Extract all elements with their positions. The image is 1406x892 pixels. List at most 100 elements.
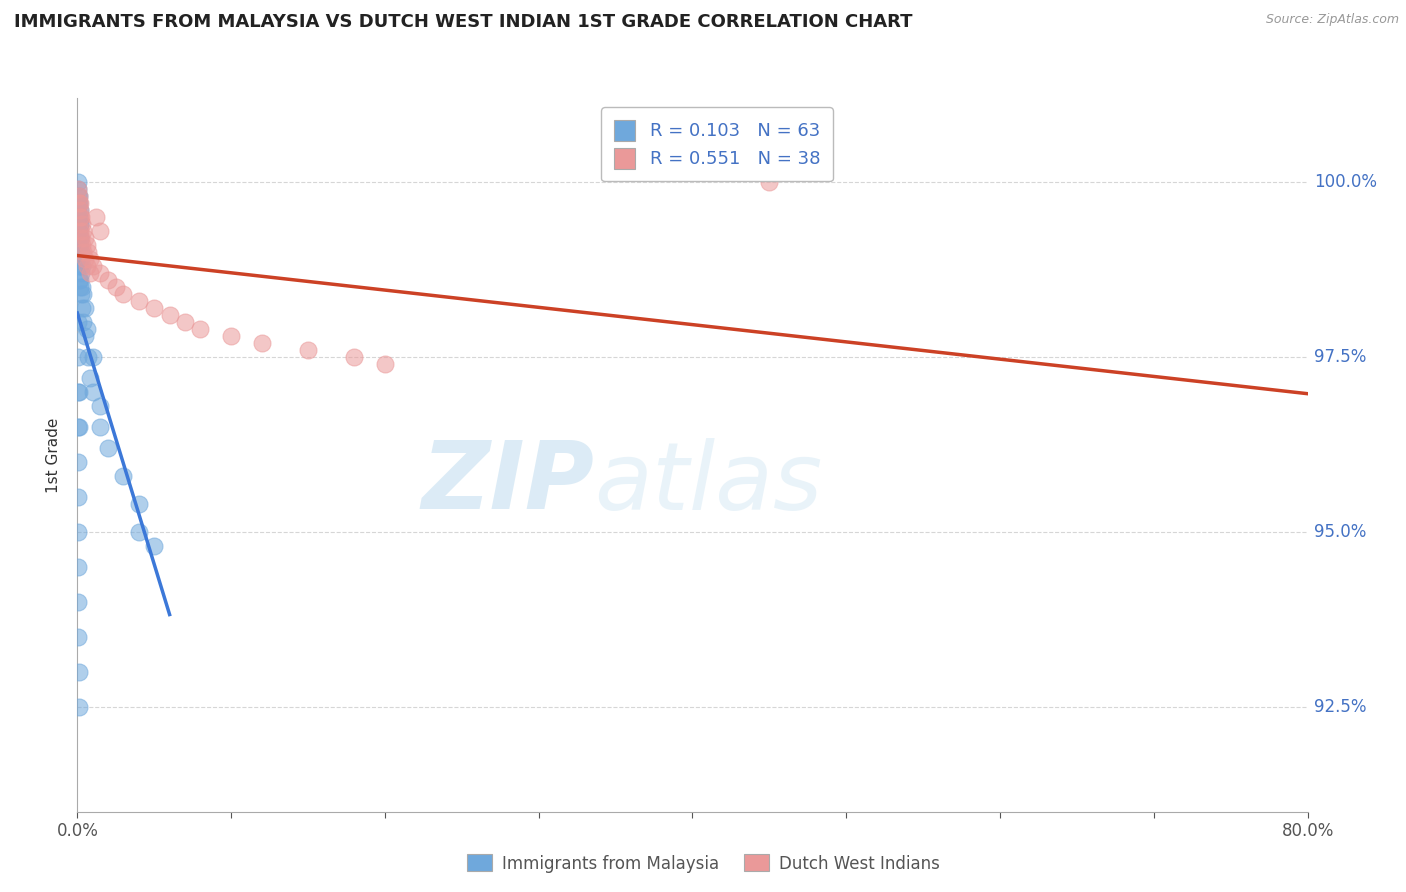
Point: [67, 224, 90, 238]
Point: [72, 245, 94, 260]
Point: [343, 350, 366, 364]
Point: [73, 252, 96, 266]
Point: [69, 238, 91, 252]
Point: [70, 238, 93, 252]
Point: [72, 287, 94, 301]
Point: [104, 280, 127, 294]
Legend: R = 0.103   N = 63, R = 0.551   N = 38: R = 0.103 N = 63, R = 0.551 N = 38: [602, 107, 832, 181]
Point: [82, 259, 104, 273]
Point: [70, 280, 93, 294]
Point: [112, 469, 135, 483]
Point: [67, 189, 90, 203]
Point: [69, 259, 91, 273]
Point: [69, 210, 91, 224]
Point: [67, 420, 90, 434]
Point: [82, 350, 104, 364]
Point: [82, 384, 104, 399]
Point: [67, 273, 90, 287]
Point: [69, 252, 91, 266]
Point: [67, 490, 90, 504]
Point: [143, 301, 166, 315]
Point: [67, 384, 90, 399]
Point: [69, 217, 91, 231]
Point: [67, 259, 90, 273]
Point: [67, 224, 90, 238]
Point: [70, 210, 93, 224]
Point: [159, 308, 181, 322]
Text: Source: ZipAtlas.com: Source: ZipAtlas.com: [1265, 13, 1399, 27]
Point: [128, 524, 150, 539]
Point: [69, 202, 91, 217]
Point: [67, 350, 90, 364]
Point: [69, 280, 91, 294]
Point: [67, 217, 90, 231]
Point: [70, 245, 93, 260]
Point: [374, 357, 396, 371]
Point: [76, 322, 98, 336]
Point: [89, 224, 111, 238]
Point: [79, 371, 101, 385]
Text: IMMIGRANTS FROM MALAYSIA VS DUTCH WEST INDIAN 1ST GRADE CORRELATION CHART: IMMIGRANTS FROM MALAYSIA VS DUTCH WEST I…: [14, 13, 912, 31]
Point: [128, 293, 150, 308]
Point: [67, 196, 90, 211]
Point: [79, 252, 101, 266]
Point: [73, 329, 96, 343]
Point: [69, 217, 91, 231]
Point: [67, 315, 90, 329]
Point: [67, 420, 90, 434]
Text: ZIP: ZIP: [422, 437, 595, 530]
Point: [77, 245, 100, 260]
Point: [67, 238, 90, 252]
Point: [84, 210, 107, 224]
Point: [67, 630, 90, 644]
Point: [67, 182, 90, 196]
Point: [73, 301, 96, 315]
Point: [72, 315, 94, 329]
Point: [758, 175, 780, 189]
Text: 97.5%: 97.5%: [1313, 348, 1367, 366]
Point: [67, 189, 90, 203]
Point: [143, 539, 166, 553]
Point: [67, 210, 90, 224]
Point: [70, 266, 93, 280]
Point: [67, 595, 90, 609]
Point: [67, 384, 90, 399]
Text: 100.0%: 100.0%: [1313, 173, 1376, 191]
Point: [69, 196, 91, 211]
Point: [188, 322, 212, 336]
Point: [67, 559, 90, 574]
Point: [76, 238, 98, 252]
Point: [219, 329, 242, 343]
Text: atlas: atlas: [595, 438, 823, 529]
Point: [70, 231, 93, 245]
Point: [97, 441, 120, 455]
Point: [77, 350, 100, 364]
Point: [89, 266, 111, 280]
Point: [79, 266, 101, 280]
Text: 95.0%: 95.0%: [1313, 523, 1367, 541]
Point: [70, 301, 93, 315]
Y-axis label: 1st Grade: 1st Grade: [45, 417, 60, 492]
Point: [70, 217, 93, 231]
Point: [89, 420, 111, 434]
Point: [69, 202, 91, 217]
Point: [250, 336, 273, 351]
Point: [67, 238, 90, 252]
Point: [67, 210, 90, 224]
Point: [89, 399, 111, 413]
Point: [67, 699, 90, 714]
Point: [97, 273, 120, 287]
Point: [73, 231, 96, 245]
Point: [70, 287, 93, 301]
Point: [67, 196, 90, 211]
Point: [67, 202, 90, 217]
Point: [174, 315, 197, 329]
Point: [70, 259, 93, 273]
Point: [67, 196, 90, 211]
Point: [67, 245, 90, 260]
Point: [69, 273, 91, 287]
Point: [67, 231, 90, 245]
Point: [297, 343, 319, 357]
Point: [67, 665, 90, 679]
Point: [69, 231, 91, 245]
